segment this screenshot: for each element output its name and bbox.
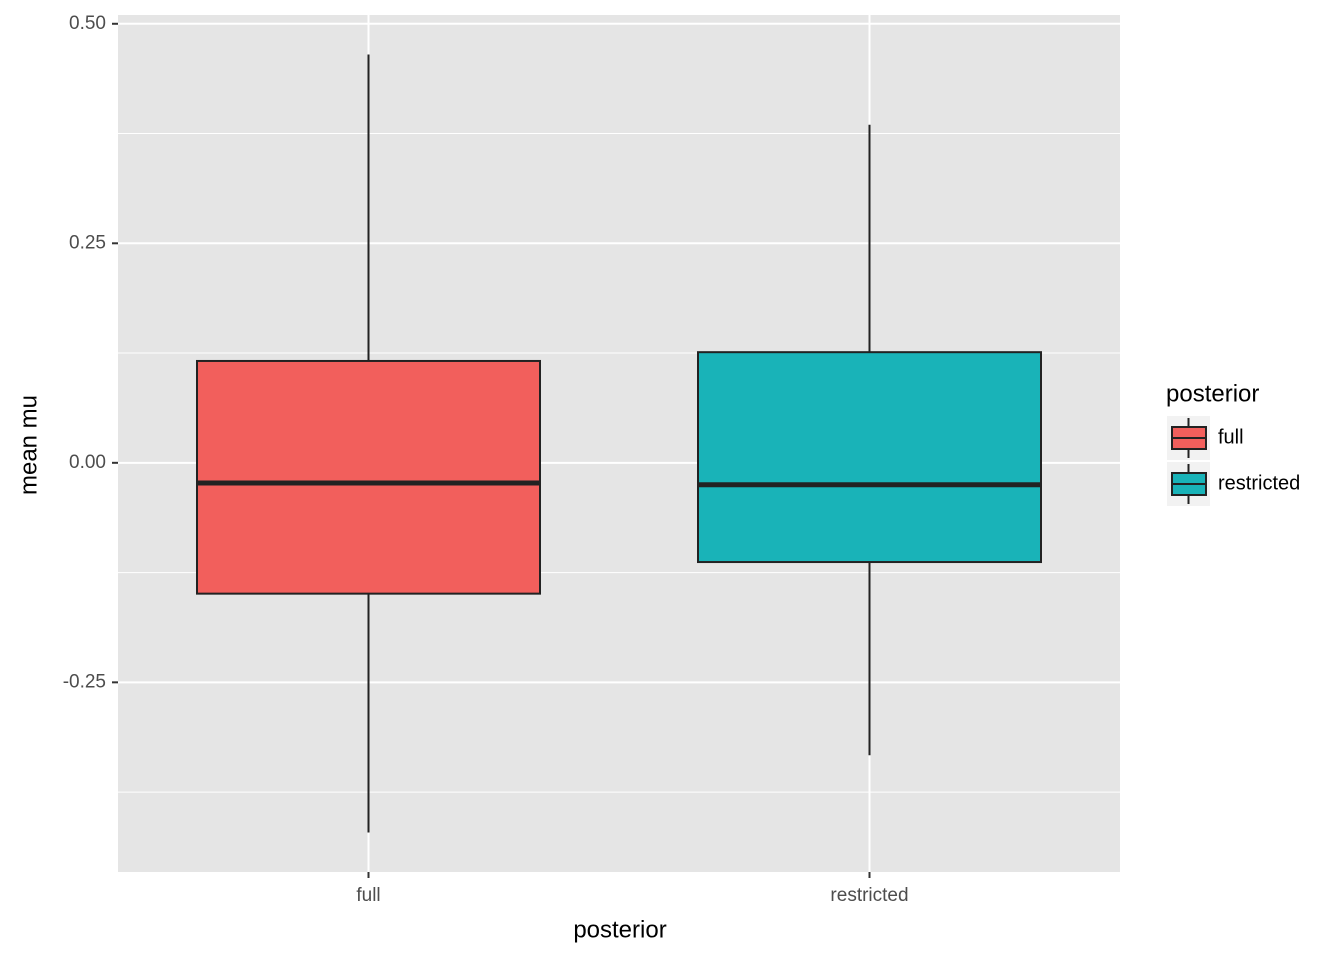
x-tick-label: restricted [830,885,908,906]
y-tick-label: -0.25 [63,671,106,692]
x-axis-title: posterior [573,916,666,943]
box [697,351,1042,564]
box [196,359,541,595]
y-tick-label: 0.00 [69,452,106,473]
y-axis-title: mean mu [15,395,42,495]
legend-label: restricted [1218,472,1300,494]
x-tick-label: full [356,885,380,906]
y-tick-label: 0.50 [69,13,106,34]
legend-label: full [1218,426,1244,448]
y-tick-label: 0.25 [69,232,106,253]
legend-title: posterior [1166,380,1259,407]
